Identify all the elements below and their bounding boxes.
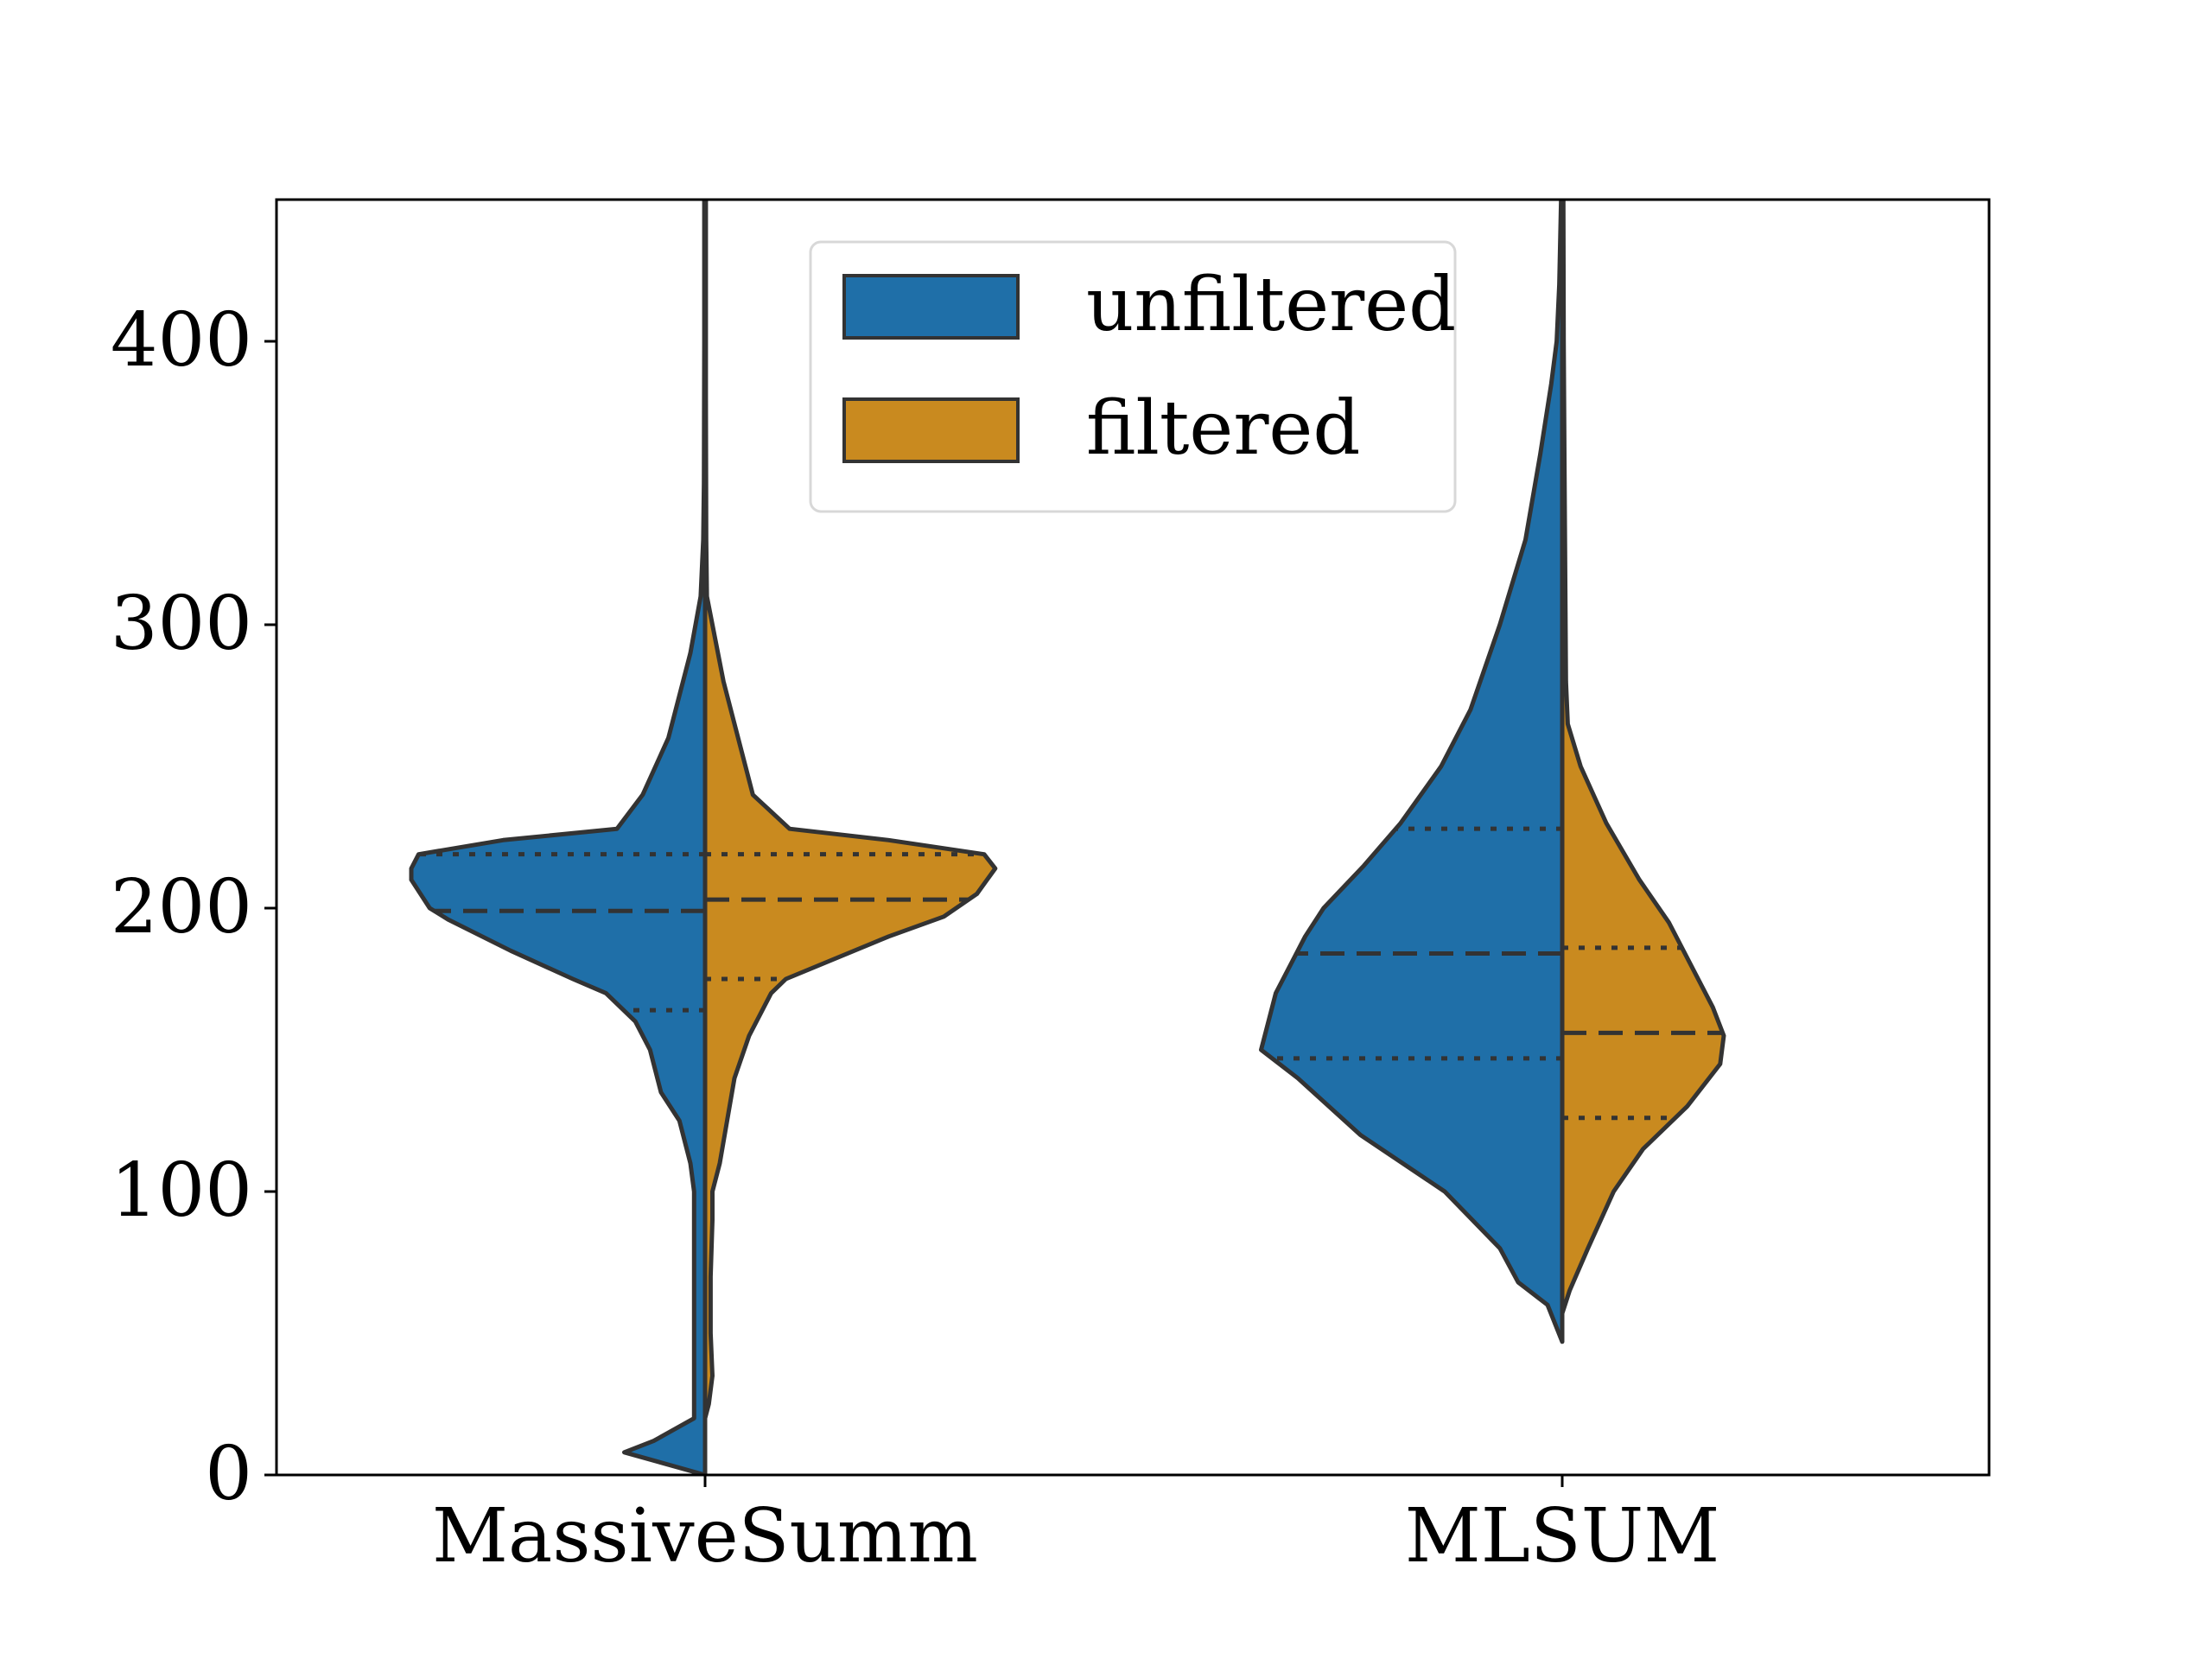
axes: [275, 198, 1991, 1477]
violin-half-filtered-mlsum: [1560, 200, 1726, 1316]
violin-half-unfiltered-mlsum: [1259, 200, 1565, 1344]
x-tick-label: MLSUM: [1405, 1493, 1720, 1580]
y-tick-label: 300: [111, 581, 252, 667]
legend-swatch-filtered: [842, 397, 1020, 463]
y-tick-label: 400: [111, 297, 252, 384]
legend-swatch-unfiltered: [842, 274, 1020, 340]
y-tick-label: 0: [205, 1431, 252, 1517]
y-tick-label: 200: [111, 864, 252, 950]
tick-marks: 0 100 200 300 400 MassiveSumm MLSUM: [111, 297, 1719, 1580]
legend: unfiltered filtered: [809, 240, 1457, 513]
legend-label-unfiltered: unfiltered: [1086, 262, 1456, 348]
violins: [409, 200, 1726, 1475]
legend-label-filtered: filtered: [1086, 385, 1360, 472]
y-tick-label: 100: [111, 1147, 252, 1234]
plot-frame: [275, 198, 1991, 1477]
x-tick-label: MassiveSumm: [432, 1493, 978, 1580]
violin-half-unfiltered-massivesumm: [409, 200, 708, 1475]
